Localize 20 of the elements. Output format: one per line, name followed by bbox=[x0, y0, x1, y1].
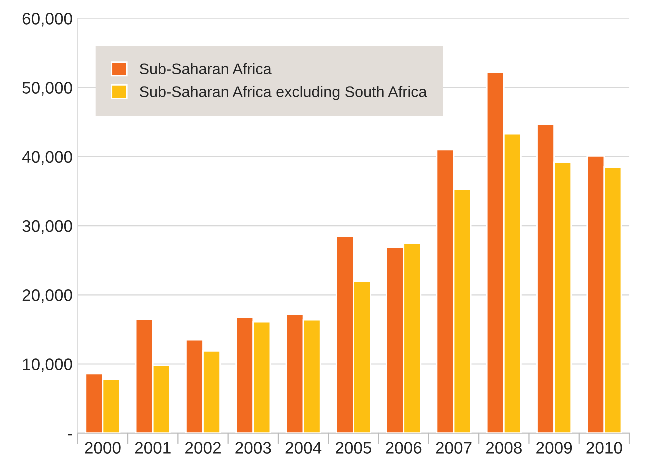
x-tick-label: 2010 bbox=[586, 442, 622, 454]
x-tick-label: 2000 bbox=[85, 442, 121, 454]
x-tick-label: 2006 bbox=[386, 442, 422, 454]
y-tick-label: 60,000 bbox=[22, 13, 72, 27]
x-tick-label: 2008 bbox=[486, 442, 522, 454]
x-tick-label: 2001 bbox=[135, 442, 171, 454]
y-tick-label: 10,000 bbox=[23, 358, 72, 372]
x-tick-label: 2009 bbox=[536, 442, 572, 454]
y-tick-label: 20,000 bbox=[22, 290, 72, 304]
x-tick-label: 2005 bbox=[336, 442, 372, 454]
y-tick-label: 40,000 bbox=[22, 151, 72, 166]
y-tick-label: 30,000 bbox=[22, 220, 72, 234]
y-tick-label: 50,000 bbox=[22, 82, 72, 96]
legend-label: Sub-Saharan Africa excluding South Africa bbox=[140, 86, 428, 100]
x-tick-label: 2003 bbox=[236, 442, 272, 454]
legend-label: Sub-Saharan Africa bbox=[140, 63, 272, 75]
x-tick-label: 2002 bbox=[186, 442, 221, 454]
y-tick-label: - bbox=[68, 434, 72, 436]
x-tick-label: 2004 bbox=[286, 442, 322, 454]
x-tick-label: 2007 bbox=[436, 442, 472, 454]
